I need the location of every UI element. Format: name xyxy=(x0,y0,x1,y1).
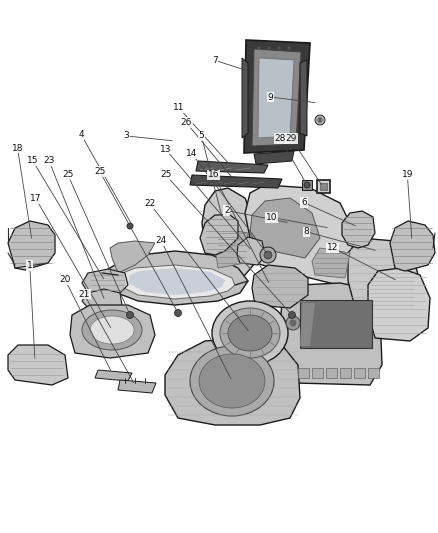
Ellipse shape xyxy=(212,301,288,365)
Polygon shape xyxy=(70,305,155,358)
Text: 12: 12 xyxy=(327,244,339,252)
Text: 25: 25 xyxy=(62,171,74,179)
Text: 17: 17 xyxy=(30,195,42,203)
Ellipse shape xyxy=(90,316,134,344)
Text: 7: 7 xyxy=(212,56,218,64)
Text: 24: 24 xyxy=(155,237,167,245)
Circle shape xyxy=(258,46,261,50)
Ellipse shape xyxy=(190,346,274,416)
Polygon shape xyxy=(368,268,430,341)
Text: 15: 15 xyxy=(27,157,39,165)
Text: 25: 25 xyxy=(94,167,106,176)
Ellipse shape xyxy=(228,315,272,351)
Text: 3: 3 xyxy=(123,132,129,140)
Polygon shape xyxy=(300,303,315,346)
Polygon shape xyxy=(237,237,265,265)
Polygon shape xyxy=(252,265,308,308)
Polygon shape xyxy=(200,215,238,255)
Circle shape xyxy=(268,46,271,50)
Bar xyxy=(300,300,372,348)
Polygon shape xyxy=(190,175,282,188)
Text: 9: 9 xyxy=(268,93,274,101)
Bar xyxy=(326,368,337,378)
Bar xyxy=(317,180,330,193)
Polygon shape xyxy=(244,40,310,153)
Polygon shape xyxy=(250,198,320,258)
Text: 22: 22 xyxy=(144,199,155,208)
Circle shape xyxy=(174,310,181,317)
Circle shape xyxy=(290,319,297,327)
Circle shape xyxy=(127,311,134,319)
Circle shape xyxy=(127,223,133,229)
Circle shape xyxy=(264,251,272,259)
Polygon shape xyxy=(165,338,300,425)
Text: 11: 11 xyxy=(173,103,184,112)
Polygon shape xyxy=(252,49,301,146)
Text: 25: 25 xyxy=(160,171,171,179)
Polygon shape xyxy=(390,221,435,271)
Circle shape xyxy=(287,46,290,50)
Polygon shape xyxy=(110,241,155,273)
Text: 8: 8 xyxy=(304,228,310,236)
Bar xyxy=(354,368,365,378)
Polygon shape xyxy=(215,228,248,268)
Text: 6: 6 xyxy=(301,198,307,207)
Text: 4: 4 xyxy=(78,130,84,139)
Polygon shape xyxy=(196,161,268,173)
Bar xyxy=(298,368,309,378)
Text: 5: 5 xyxy=(198,132,205,140)
Polygon shape xyxy=(245,185,360,288)
Bar xyxy=(320,183,327,190)
Text: 13: 13 xyxy=(160,145,171,154)
Text: 16: 16 xyxy=(208,171,219,179)
Text: 10: 10 xyxy=(266,213,277,222)
Polygon shape xyxy=(300,60,307,136)
Polygon shape xyxy=(254,151,294,164)
Text: 18: 18 xyxy=(12,144,23,152)
Polygon shape xyxy=(128,268,225,295)
Polygon shape xyxy=(118,380,156,393)
Text: 20: 20 xyxy=(59,275,71,284)
Polygon shape xyxy=(82,289,122,311)
Text: 21: 21 xyxy=(78,290,90,298)
Polygon shape xyxy=(8,345,68,385)
Circle shape xyxy=(289,311,296,319)
Text: 2: 2 xyxy=(224,206,230,215)
Text: 1: 1 xyxy=(27,261,33,270)
Circle shape xyxy=(286,316,300,330)
Circle shape xyxy=(304,182,310,188)
Bar xyxy=(340,368,351,378)
Ellipse shape xyxy=(199,354,265,408)
Circle shape xyxy=(315,115,325,125)
Bar xyxy=(368,368,379,378)
Text: 28: 28 xyxy=(275,134,286,143)
Ellipse shape xyxy=(220,308,280,358)
Polygon shape xyxy=(202,188,258,285)
Polygon shape xyxy=(258,58,294,138)
Polygon shape xyxy=(102,251,248,305)
Circle shape xyxy=(260,247,276,263)
Text: 19: 19 xyxy=(402,171,413,179)
Polygon shape xyxy=(242,58,248,138)
Bar xyxy=(302,180,312,190)
Bar xyxy=(312,368,323,378)
Polygon shape xyxy=(118,265,235,299)
Polygon shape xyxy=(82,269,128,295)
Circle shape xyxy=(318,117,322,123)
Text: 26: 26 xyxy=(180,118,192,127)
Text: 23: 23 xyxy=(43,157,55,165)
Polygon shape xyxy=(95,370,132,381)
Polygon shape xyxy=(348,238,418,315)
Circle shape xyxy=(278,46,280,50)
Text: 29: 29 xyxy=(286,134,297,143)
Polygon shape xyxy=(8,221,55,270)
Ellipse shape xyxy=(82,310,142,350)
Polygon shape xyxy=(342,211,375,248)
Polygon shape xyxy=(312,248,350,278)
Text: 14: 14 xyxy=(186,149,198,158)
Polygon shape xyxy=(280,283,382,385)
